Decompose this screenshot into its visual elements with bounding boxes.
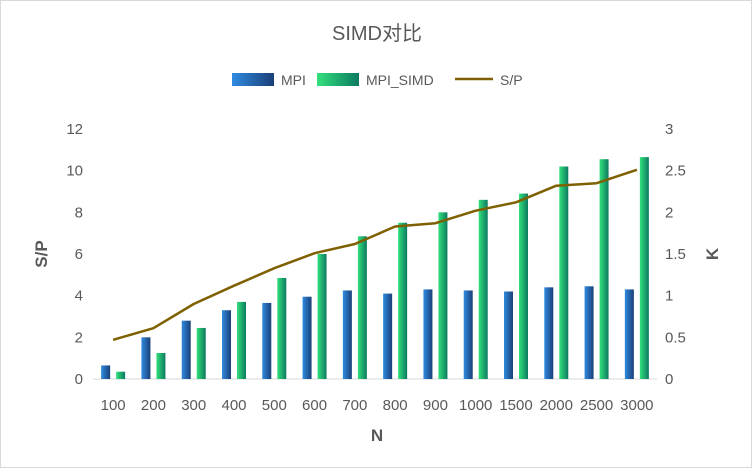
y2-tick-label: 3 bbox=[665, 121, 673, 138]
right-axis-ticks: 0 0.5 1 1.5 2 2.5 3 bbox=[665, 121, 686, 388]
bar-mpi-simd bbox=[277, 277, 287, 379]
bar-mpi bbox=[383, 293, 393, 379]
y2-axis-title: K bbox=[703, 247, 722, 260]
x-tick-label: 500 bbox=[262, 397, 287, 414]
x-tick-label: 2000 bbox=[540, 397, 573, 414]
bar-mpi bbox=[342, 290, 352, 379]
x-tick-label: 200 bbox=[141, 397, 166, 414]
legend-swatch-mpi bbox=[232, 73, 274, 86]
bar-mpi-simd bbox=[357, 236, 367, 379]
y2-tick-label: 2.5 bbox=[665, 163, 686, 180]
x-tick-label: 700 bbox=[342, 397, 367, 414]
bar-mpi-simd bbox=[317, 254, 327, 379]
y2-tick-label: 1.5 bbox=[665, 246, 686, 263]
y-tick-label: 0 bbox=[75, 371, 83, 388]
y-tick-label: 2 bbox=[75, 329, 83, 346]
bar-mpi bbox=[624, 289, 634, 379]
bar-mpi-simd bbox=[156, 352, 166, 379]
bar-mpi bbox=[141, 337, 151, 379]
bar-mpi-simd bbox=[478, 199, 488, 379]
y2-tick-label: 1 bbox=[665, 288, 673, 305]
chart-title: SIMD对比 bbox=[332, 22, 422, 45]
y-tick-label: 4 bbox=[75, 288, 83, 305]
x-tick-label: 100 bbox=[101, 397, 126, 414]
bar-mpi bbox=[504, 291, 513, 379]
legend-label-mpi-simd: MPI_SIMD bbox=[366, 72, 434, 88]
bar-mpi-simd bbox=[599, 159, 609, 379]
left-axis-ticks: 0 2 4 6 8 10 12 bbox=[66, 121, 83, 388]
bar-mpi-simd bbox=[519, 193, 528, 379]
y-tick-label: 10 bbox=[66, 163, 83, 180]
bar-mpi bbox=[262, 302, 272, 379]
y-axis-title: S/P bbox=[32, 240, 51, 267]
legend-label-mpi: MPI bbox=[281, 72, 306, 88]
y-tick-label: 6 bbox=[75, 246, 83, 263]
x-tick-label: 800 bbox=[383, 397, 408, 414]
x-tick-label: 300 bbox=[181, 397, 206, 414]
bar-mpi-simd bbox=[196, 327, 206, 379]
bar-mpi-simd bbox=[559, 166, 569, 379]
legend-label-sp: S/P bbox=[500, 72, 523, 88]
series-mpi-bars bbox=[101, 286, 634, 379]
x-axis-title: N bbox=[371, 426, 383, 445]
bar-mpi bbox=[584, 286, 594, 379]
bar-mpi-simd bbox=[237, 301, 246, 379]
y-tick-label: 12 bbox=[66, 121, 83, 138]
x-tick-label: 600 bbox=[302, 397, 327, 414]
bar-mpi bbox=[463, 290, 473, 379]
bar-mpi-simd bbox=[398, 222, 408, 379]
series-sp-line bbox=[112, 168, 638, 342]
x-tick-label: 2500 bbox=[580, 397, 613, 414]
y2-tick-label: 2 bbox=[665, 204, 673, 221]
bar-mpi bbox=[181, 320, 191, 379]
bar-mpi bbox=[222, 310, 231, 379]
y2-tick-label: 0.5 bbox=[665, 329, 686, 346]
bar-mpi-simd bbox=[639, 157, 649, 379]
x-tick-label: 3000 bbox=[620, 397, 653, 414]
bar-mpi bbox=[544, 287, 554, 379]
bar-mpi-simd bbox=[116, 371, 126, 379]
x-axis-ticks: 100 200 300 400 500 600 700 800 900 1000 1500 2000 2… bbox=[101, 397, 654, 414]
bar-mpi bbox=[423, 289, 433, 379]
y-tick-label: 8 bbox=[75, 204, 83, 221]
x-tick-label: 400 bbox=[221, 397, 246, 414]
bar-mpi bbox=[101, 365, 111, 379]
legend-swatch-mpi-simd bbox=[317, 73, 359, 86]
x-tick-label: 900 bbox=[423, 397, 448, 414]
legend: MPI MPI_SIMD S/P bbox=[232, 72, 523, 88]
bar-mpi bbox=[302, 296, 312, 379]
y2-tick-label: 0 bbox=[665, 371, 673, 388]
series-mpi-simd-bars bbox=[116, 157, 649, 379]
x-tick-label: 1500 bbox=[499, 397, 532, 414]
x-tick-label: 1000 bbox=[459, 397, 492, 414]
bar-mpi-simd bbox=[438, 212, 448, 379]
